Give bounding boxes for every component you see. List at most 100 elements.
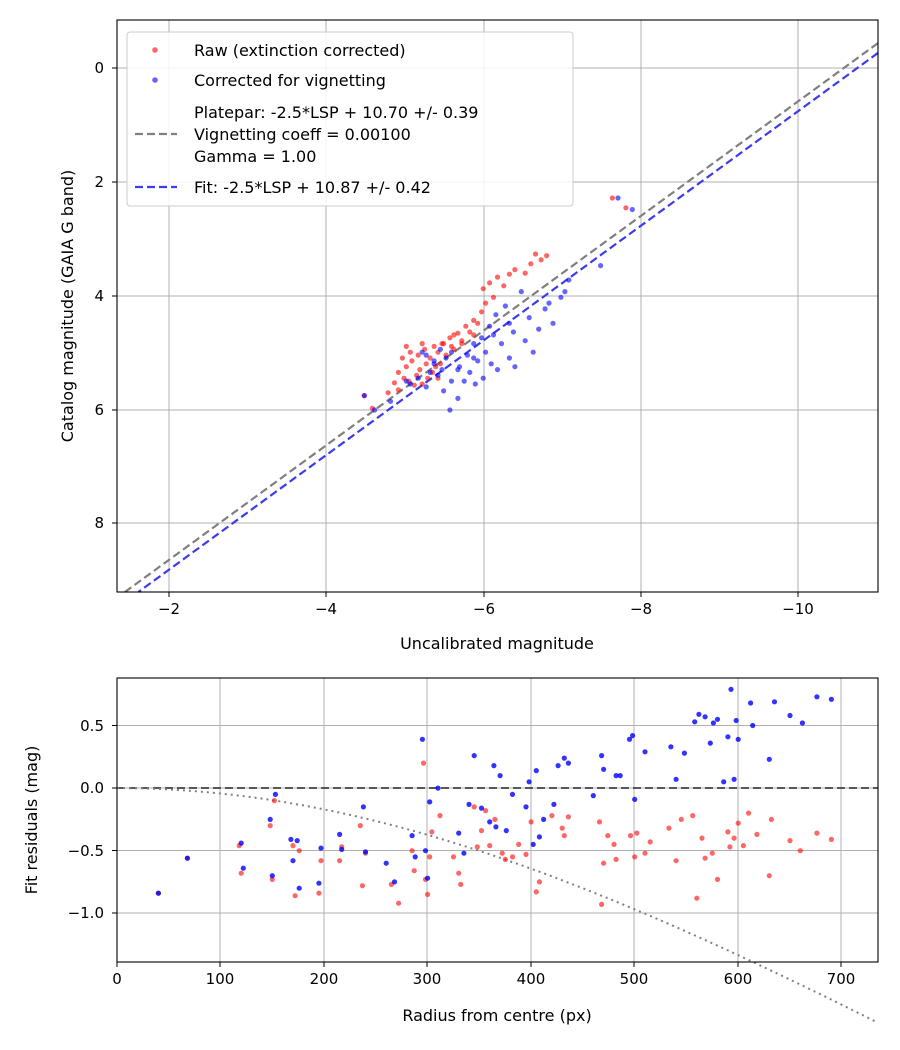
raw-residual-point bbox=[509, 854, 516, 860]
corrected-residual-point bbox=[294, 838, 300, 844]
top-y-tick-label: 6 bbox=[94, 401, 104, 419]
top-y-tick-label: 0 bbox=[94, 59, 104, 77]
corrected-data-point bbox=[407, 381, 413, 387]
raw-data-point bbox=[411, 382, 417, 388]
bottom-x-tick-label: 300 bbox=[413, 970, 442, 988]
corrected-residual-point bbox=[526, 779, 532, 785]
raw-residual-point bbox=[409, 848, 415, 854]
raw-residual-point bbox=[642, 850, 648, 856]
raw-data-point bbox=[447, 335, 453, 341]
raw-residual-point bbox=[714, 876, 721, 883]
corrected-data-point bbox=[455, 367, 461, 373]
corrected-residual-point bbox=[632, 796, 638, 803]
corrected-residual-point bbox=[642, 749, 648, 755]
top-y-ticks: 0 2 4 6 8 bbox=[94, 59, 117, 532]
raw-residual-point bbox=[673, 858, 679, 864]
raw-residual-point bbox=[666, 825, 672, 831]
corrected-data-point bbox=[530, 349, 536, 355]
raw-data-point bbox=[451, 332, 457, 338]
raw-residual-point bbox=[694, 895, 700, 901]
raw-data-point bbox=[475, 320, 481, 326]
corrected-data-point bbox=[447, 407, 453, 413]
raw-data-point bbox=[395, 369, 401, 375]
raw-residual-point bbox=[483, 808, 489, 814]
top-panel: −2 −4 −6 −8 −10 0 2 4 6 8 Uncalibrated m… bbox=[58, 19, 879, 653]
top-x-tick-label: −10 bbox=[782, 600, 814, 618]
corrected-residual-point bbox=[728, 686, 734, 692]
raw-data-point bbox=[532, 251, 539, 257]
bottom-panel: 0 100 200 300 400 500 600 700 0.5 0.0 −0… bbox=[22, 677, 879, 1025]
corrected-data-point bbox=[629, 206, 635, 213]
raw-data-point bbox=[479, 309, 485, 315]
corrected-residual-point bbox=[288, 836, 294, 843]
corrected-residual-point bbox=[626, 736, 633, 742]
corrected-residual-point bbox=[714, 716, 721, 722]
raw-residual-point bbox=[768, 816, 775, 823]
bottom-y-ticks: 0.5 0.0 −0.5 −1.0 bbox=[68, 717, 117, 922]
legend-platepar-label: Platepar: -2.5*LSP + 10.70 +/- 0.39 bbox=[194, 103, 478, 122]
corrected-data-point bbox=[472, 381, 478, 387]
corrected-data-point bbox=[483, 349, 489, 355]
corrected-residual-point bbox=[509, 791, 516, 798]
raw-data-point bbox=[395, 387, 401, 393]
raw-residual-point bbox=[292, 893, 298, 899]
bottom-x-tick-label: 200 bbox=[310, 970, 339, 988]
corrected-residual-point bbox=[696, 711, 702, 717]
corrected-residual-point bbox=[491, 763, 497, 769]
raw-residual-point bbox=[647, 839, 653, 845]
corrected-data-point bbox=[423, 352, 429, 358]
raw-data-point bbox=[480, 286, 486, 292]
corrected-residual-point bbox=[771, 699, 778, 705]
raw-residual-point bbox=[396, 900, 402, 906]
raw-residual-point bbox=[727, 844, 733, 850]
legend-raw-marker bbox=[152, 47, 158, 53]
raw-residual-point bbox=[492, 816, 498, 823]
corrected-data-point bbox=[403, 378, 409, 384]
corrected-data-point bbox=[522, 338, 528, 344]
bottom-x-axis-label: Radius from centre (px) bbox=[402, 1006, 591, 1025]
raw-residual-point bbox=[613, 856, 619, 863]
raw-residual-point bbox=[474, 844, 480, 850]
raw-data-point bbox=[506, 271, 512, 277]
corrected-data-point bbox=[512, 364, 518, 370]
raw-data-point bbox=[609, 195, 616, 201]
raw-residual-point bbox=[318, 858, 324, 864]
raw-data-point bbox=[490, 294, 497, 300]
corrected-data-point bbox=[566, 277, 572, 283]
corrected-residual-point bbox=[710, 720, 717, 726]
raw-residual-point bbox=[814, 830, 820, 836]
bottom-x-tick-label: 600 bbox=[724, 970, 753, 988]
vignetting-curve bbox=[117, 787, 879, 1024]
raw-residual-point bbox=[536, 879, 543, 885]
bottom-x-tick-label: 500 bbox=[620, 970, 649, 988]
corrected-residual-point bbox=[748, 700, 754, 706]
top-y-tick-label: 4 bbox=[94, 287, 104, 305]
corrected-data-point bbox=[480, 375, 486, 381]
raw-residual-point bbox=[632, 854, 638, 860]
raw-residual-point bbox=[425, 891, 431, 898]
corrected-residual-point bbox=[360, 804, 366, 810]
raw-residual-point bbox=[478, 828, 485, 834]
bottom-y-tick-label: 0.0 bbox=[80, 779, 104, 797]
raw-residual-point bbox=[267, 823, 273, 829]
corrected-residual-point bbox=[427, 799, 433, 805]
raw-data-point bbox=[403, 364, 409, 370]
raw-residual-point bbox=[271, 798, 277, 804]
corrected-data-point bbox=[546, 300, 552, 306]
raw-residual-point bbox=[627, 833, 634, 839]
corrected-residual-point bbox=[425, 875, 431, 881]
corrected-data-point bbox=[488, 361, 494, 367]
raw-residual-point bbox=[709, 850, 715, 856]
top-axes-frame bbox=[116, 19, 879, 593]
corrected-data-point bbox=[441, 388, 447, 394]
raw-residual-point bbox=[458, 881, 464, 888]
corrected-residual-point bbox=[409, 833, 415, 839]
raw-data-point bbox=[459, 341, 465, 347]
corrected-residual-point bbox=[673, 776, 679, 782]
corrected-residual-point bbox=[530, 841, 536, 848]
corrected-residual-point bbox=[478, 805, 485, 811]
corrected-data-point bbox=[490, 332, 497, 338]
corrected-data-point bbox=[506, 320, 512, 326]
corrected-data-point bbox=[558, 294, 564, 300]
raw-residual-point bbox=[437, 813, 443, 819]
